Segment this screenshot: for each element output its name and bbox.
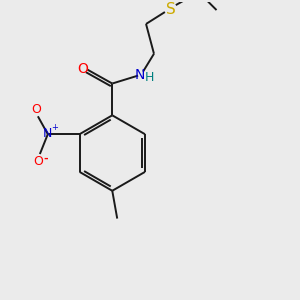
Text: H: H bbox=[144, 71, 154, 84]
Text: O: O bbox=[77, 61, 88, 76]
Text: O: O bbox=[33, 155, 43, 169]
Text: S: S bbox=[166, 2, 176, 16]
Text: O: O bbox=[31, 103, 41, 116]
Text: +: + bbox=[51, 123, 58, 132]
Text: N: N bbox=[43, 127, 52, 140]
Text: N: N bbox=[135, 68, 145, 82]
Text: -: - bbox=[44, 154, 48, 164]
